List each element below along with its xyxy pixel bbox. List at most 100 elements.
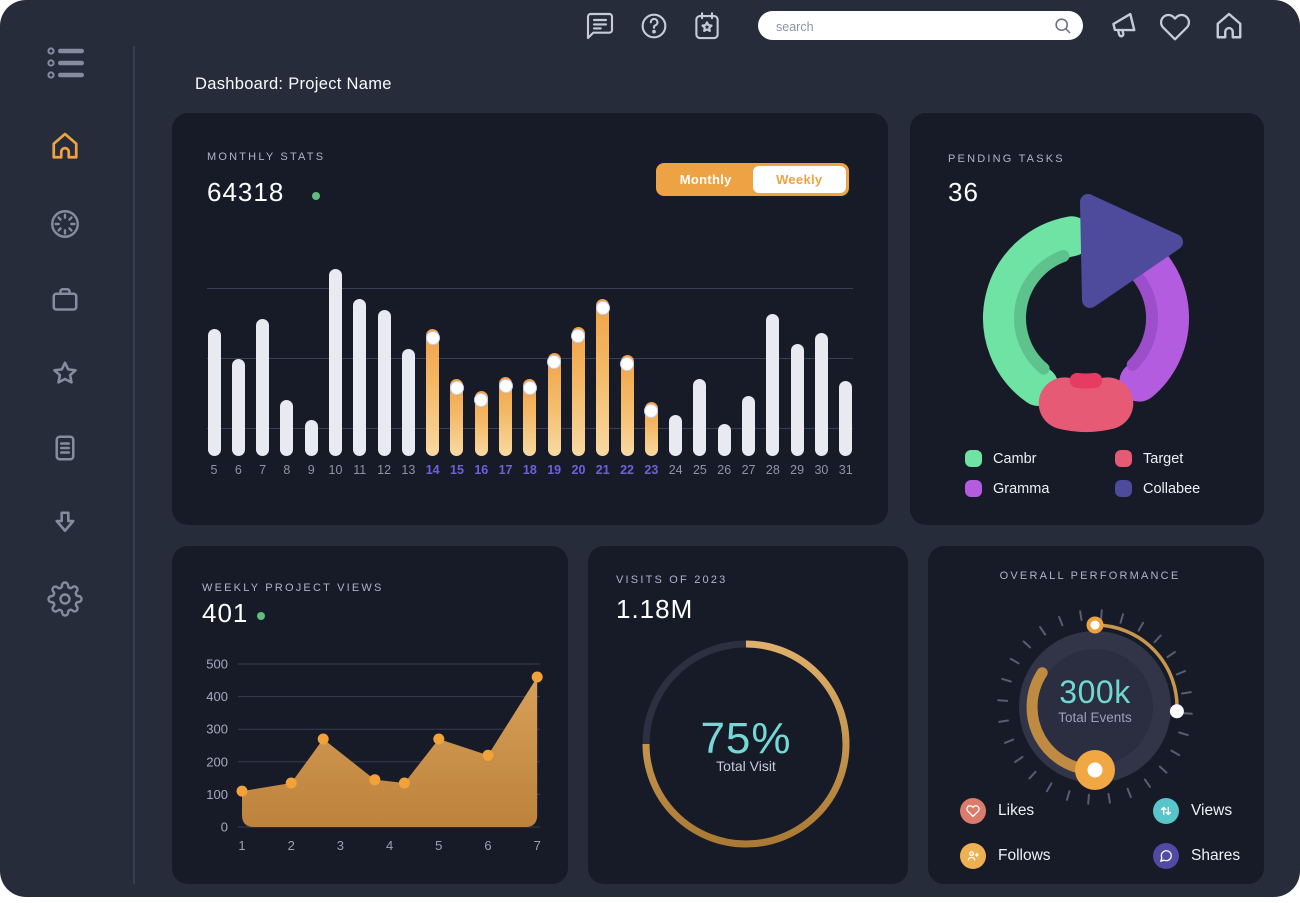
trend-dot [257, 612, 265, 620]
monthly-bar-chart: 5 6 7 8 9 10 11 12 13 14 15 16 17 18 19 20 21 22 23 24 25 26 2… [207, 263, 853, 477]
sidebar-item-download[interactable] [47, 506, 83, 542]
performance-gauge-chart [997, 609, 1193, 805]
bar-column: 7 [256, 319, 270, 477]
trend-dot [312, 192, 320, 200]
legend-label: Shares [1191, 847, 1241, 864]
legend-item: Shares [1153, 843, 1240, 869]
bar-column: 20 [571, 327, 586, 477]
bar-label: 9 [307, 463, 315, 477]
bar-label: 6 [234, 463, 242, 477]
bar-column: 12 [377, 310, 391, 477]
card-label: WEEKLY PROJECT VIEWS [202, 582, 384, 594]
bar-column: 19 [547, 353, 562, 477]
bar-column: 27 [742, 396, 756, 477]
sidebar-item-notes[interactable] [47, 430, 83, 466]
svg-text:6: 6 [484, 838, 491, 853]
bar-column: 9 [304, 420, 318, 477]
bar-label: 5 [210, 463, 218, 477]
bar [304, 420, 318, 456]
visits-value: 1.18M [616, 594, 694, 624]
legend-item: Views [1153, 798, 1240, 824]
bar-column: 15 [449, 379, 464, 477]
bar-label: 7 [259, 463, 267, 477]
bar [522, 379, 537, 456]
svg-text:400: 400 [206, 689, 228, 704]
monthly-stats-value: 64318 [207, 177, 285, 207]
svg-text:500: 500 [206, 657, 228, 672]
bar-column: 13 [401, 349, 415, 477]
gridline [207, 288, 853, 289]
sidebar-item-star[interactable] [47, 356, 83, 392]
legend-label: Cambr [993, 450, 1037, 467]
card-label: MONTHLY STATS [207, 151, 326, 163]
bar-label: 29 [790, 463, 805, 477]
bar [547, 353, 562, 456]
weekly-area-chart: 0 100 200 300 400 500 1 2 3 4 5 6 7 [206, 657, 543, 853]
sidebar-item-settings[interactable] [47, 581, 83, 617]
card-label: VISITS OF 2023 [616, 574, 728, 586]
performance-value: 300k [1059, 674, 1131, 710]
search-input[interactable] [774, 11, 1048, 42]
bar-label: 25 [692, 463, 707, 477]
legend-swatch [1115, 450, 1132, 467]
menu-icon[interactable] [45, 44, 89, 82]
bar [644, 402, 659, 456]
bar-label: 11 [353, 463, 367, 477]
bar-label: 18 [522, 463, 537, 477]
bar [256, 319, 270, 456]
svg-text:1: 1 [238, 838, 245, 853]
bar-label: 28 [765, 463, 780, 477]
search-bar [758, 11, 1083, 42]
bar-column: 25 [693, 379, 707, 477]
megaphone-icon[interactable] [1107, 9, 1143, 45]
bar [742, 396, 756, 456]
bar [595, 299, 610, 456]
arrows-vertical-icon [1153, 798, 1179, 824]
bar-column: 22 [620, 355, 635, 477]
legend-label: Views [1191, 802, 1233, 819]
bar-column: 17 [498, 377, 513, 477]
sidebar-item-activity[interactable] [47, 206, 83, 242]
chat-bubble-icon [1153, 843, 1179, 869]
bar-column: 6 [231, 359, 245, 477]
bar [717, 424, 731, 456]
bar [790, 344, 804, 456]
bar [669, 415, 683, 456]
bar [766, 314, 780, 456]
period-toggle[interactable]: Monthly Weekly [656, 163, 849, 196]
bar [571, 327, 586, 456]
toggle-option-weekly[interactable]: Weekly [752, 166, 846, 193]
card-label: OVERALL PERFORMANCE [999, 570, 1181, 582]
weekly-views-value: 401 [202, 598, 249, 628]
bar-label: 30 [814, 463, 829, 477]
sidebar-item-briefcase[interactable] [47, 281, 83, 317]
heart-icon [960, 798, 986, 824]
visits-percent: 75% [700, 714, 792, 763]
svg-text:300: 300 [206, 722, 228, 737]
help-icon[interactable] [638, 10, 670, 42]
chat-icon[interactable] [584, 10, 616, 42]
calendar-star-icon[interactable] [690, 9, 724, 43]
bar-column: 23 [644, 402, 659, 477]
bar-column: 8 [280, 400, 294, 477]
bar-label: 17 [498, 463, 513, 477]
legend-label: Gramma [993, 480, 1050, 497]
bar-column: 29 [790, 344, 804, 477]
bar-column: 10 [328, 269, 342, 477]
bar-column: 31 [839, 381, 853, 477]
svg-text:4: 4 [386, 838, 393, 853]
heart-icon[interactable] [1159, 11, 1191, 43]
bar-label: 23 [644, 463, 659, 477]
user-plus-icon [960, 843, 986, 869]
bar [449, 379, 464, 456]
toggle-option-monthly[interactable]: Monthly [679, 172, 732, 187]
bar-label: 14 [425, 463, 440, 477]
bar [474, 391, 489, 456]
legend-swatch [965, 450, 982, 467]
svg-text:3: 3 [337, 838, 344, 853]
bar-label: 22 [620, 463, 634, 477]
sidebar-item-home[interactable] [47, 128, 83, 164]
home-icon[interactable] [1211, 8, 1247, 44]
search-icon[interactable] [1053, 16, 1072, 35]
